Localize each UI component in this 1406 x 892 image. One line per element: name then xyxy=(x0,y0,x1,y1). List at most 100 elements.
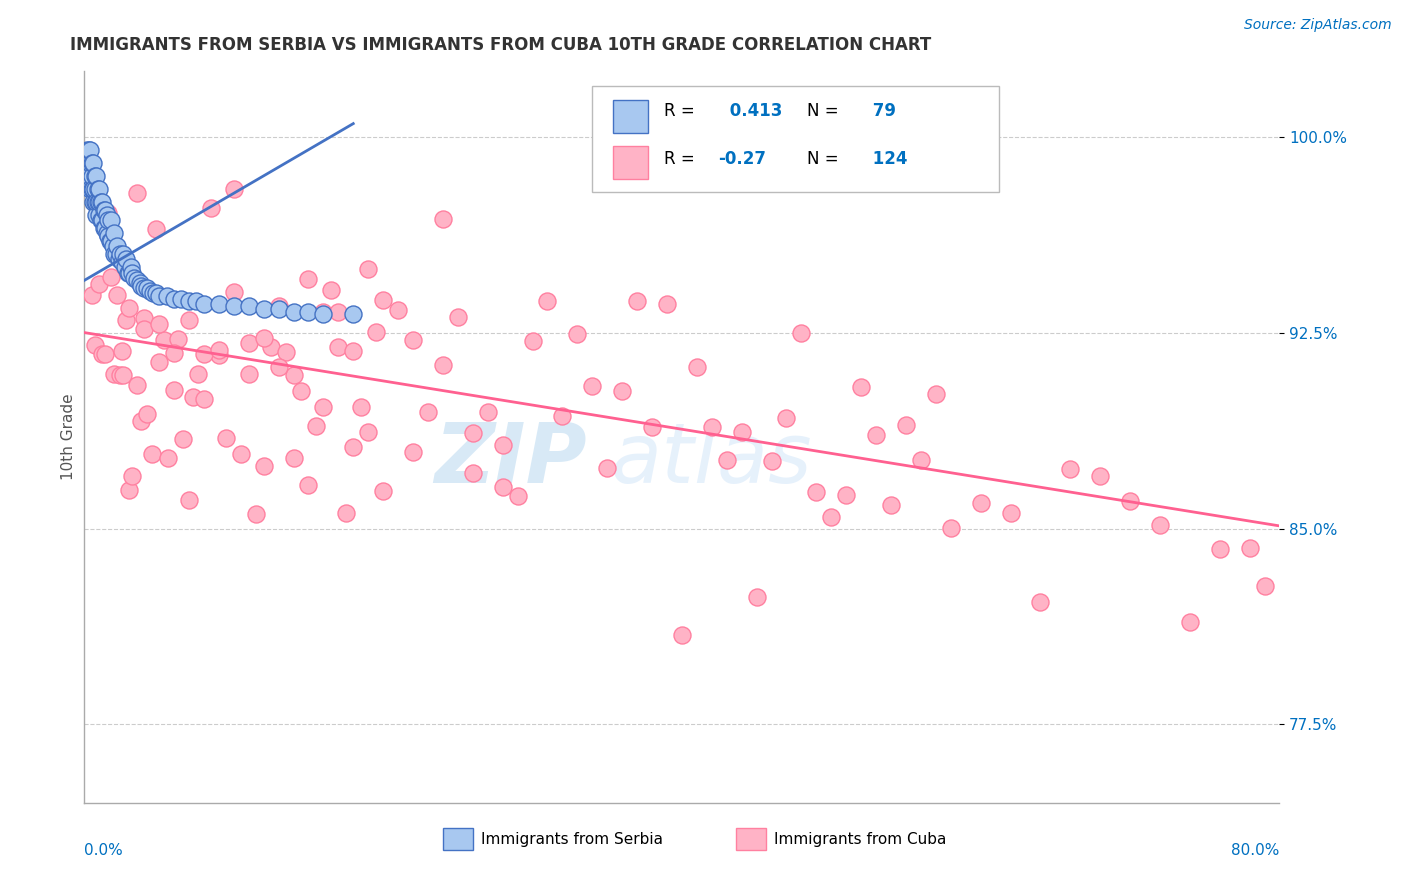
Point xyxy=(342,441,364,455)
Point xyxy=(1059,462,1081,476)
Point xyxy=(1209,542,1232,557)
Text: -0.27: -0.27 xyxy=(718,150,766,168)
Text: 79: 79 xyxy=(868,103,896,120)
Point xyxy=(167,332,190,346)
Point xyxy=(98,234,121,248)
Point xyxy=(86,208,108,222)
Point xyxy=(80,169,103,183)
Point xyxy=(83,194,105,209)
Point xyxy=(118,483,141,497)
Point xyxy=(238,368,260,382)
Point xyxy=(387,303,409,318)
Point xyxy=(253,301,276,316)
Point xyxy=(100,269,122,284)
Point xyxy=(312,307,335,321)
Point xyxy=(297,304,319,318)
Bar xyxy=(613,100,648,133)
Point xyxy=(319,283,342,297)
Point xyxy=(94,202,117,217)
Point xyxy=(522,334,544,349)
Point xyxy=(77,169,100,183)
Point xyxy=(93,202,115,217)
Point xyxy=(96,227,118,241)
Point xyxy=(432,211,454,226)
Point xyxy=(132,310,156,325)
Point xyxy=(790,326,813,340)
Point xyxy=(86,169,108,183)
Point xyxy=(970,496,993,510)
Point xyxy=(447,310,470,324)
Point xyxy=(357,425,380,439)
Point xyxy=(121,468,143,483)
Point xyxy=(731,425,754,439)
Point xyxy=(91,347,114,361)
Point xyxy=(1149,518,1171,533)
Point xyxy=(581,379,603,393)
Point xyxy=(125,273,148,287)
Point xyxy=(402,444,425,458)
Point xyxy=(328,340,350,354)
Point xyxy=(1119,494,1142,508)
Point xyxy=(283,368,305,383)
Point xyxy=(139,284,162,298)
Point xyxy=(111,255,134,269)
Point xyxy=(83,338,105,352)
Point xyxy=(215,432,238,446)
Point xyxy=(89,182,111,196)
Point xyxy=(1000,506,1022,520)
Point xyxy=(97,213,120,227)
Bar xyxy=(443,829,472,850)
Point xyxy=(432,358,454,372)
Point xyxy=(626,294,648,309)
Point xyxy=(145,286,167,301)
Point xyxy=(117,265,139,279)
Point xyxy=(231,447,253,461)
Text: atlas: atlas xyxy=(610,418,811,500)
Text: Immigrants from Serbia: Immigrants from Serbia xyxy=(481,832,664,847)
Point xyxy=(125,186,148,201)
Point xyxy=(551,409,574,423)
Point xyxy=(671,627,693,641)
Point xyxy=(163,346,186,360)
Point xyxy=(82,194,104,209)
Point xyxy=(222,285,245,300)
Point xyxy=(238,335,260,350)
Point xyxy=(312,401,335,415)
Point xyxy=(93,221,115,235)
Point xyxy=(89,209,111,223)
Point xyxy=(79,155,101,169)
Point xyxy=(536,294,558,309)
Point xyxy=(79,143,101,157)
Point xyxy=(342,307,364,321)
Point xyxy=(596,460,619,475)
Point xyxy=(112,247,135,261)
Point xyxy=(835,488,858,502)
Text: ZIP: ZIP xyxy=(433,418,586,500)
Point xyxy=(492,437,515,451)
Point xyxy=(101,239,124,253)
Point xyxy=(80,288,103,302)
Point xyxy=(364,325,387,339)
Point xyxy=(357,261,380,276)
Point xyxy=(328,304,350,318)
Point xyxy=(477,405,499,419)
Point xyxy=(865,428,887,442)
Point xyxy=(177,492,200,507)
Point xyxy=(90,194,112,209)
Point xyxy=(132,321,156,335)
Point xyxy=(506,490,529,504)
Point xyxy=(91,213,114,227)
Point xyxy=(136,281,159,295)
Point xyxy=(350,401,373,415)
Point xyxy=(100,213,122,227)
Point xyxy=(177,313,200,327)
Point xyxy=(94,347,117,361)
Point xyxy=(851,379,873,393)
Point xyxy=(76,155,98,169)
Point xyxy=(114,260,136,275)
Point xyxy=(238,300,260,314)
Point xyxy=(312,305,335,319)
Point xyxy=(222,182,245,196)
Point xyxy=(89,208,111,222)
Point xyxy=(267,301,290,316)
